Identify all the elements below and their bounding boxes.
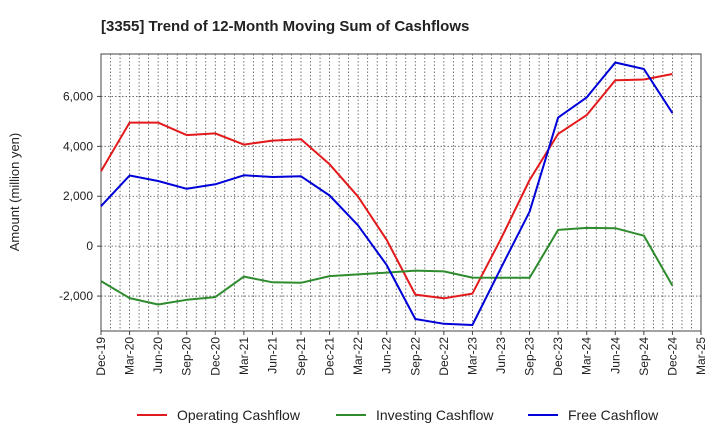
y-tick-label: 2,000 — [63, 189, 93, 203]
y-tick-label: -2,000 — [59, 289, 93, 303]
y-tick-label: 0 — [86, 239, 93, 253]
x-tick-label: Dec-22 — [437, 337, 451, 376]
grid-layer — [101, 54, 701, 331]
x-tick-label: Dec-23 — [551, 337, 565, 376]
chart-title: [3355] Trend of 12-Month Moving Sum of C… — [101, 18, 469, 35]
x-tick-label: Jun-22 — [380, 337, 394, 374]
x-axis-ticks: Dec-19 Mar-20 Jun-20 Sep-20 Dec-20 Mar-21 Jun-… — [94, 331, 708, 376]
y-tick-label: 6,000 — [63, 89, 93, 103]
x-tick-label: Mar-25 — [694, 337, 708, 375]
x-tick-label: Dec-24 — [665, 337, 679, 376]
x-tick-label: Jun-24 — [608, 337, 622, 374]
free-cashflow-line — [100, 61, 674, 326]
x-tick-label: Mar-20 — [123, 337, 137, 375]
x-tick-label: Dec-20 — [208, 337, 222, 376]
x-tick-label: Mar-22 — [351, 337, 365, 375]
legend-label-operating-cashflow: Operating Cashflow — [177, 407, 301, 423]
x-tick-label: Sep-24 — [637, 337, 651, 376]
series-layer — [100, 61, 674, 326]
x-tick-label: Sep-21 — [294, 337, 308, 376]
x-tick-label: Sep-22 — [408, 337, 422, 376]
x-tick-label: Mar-24 — [580, 337, 594, 375]
operating-cashflow-line — [100, 73, 673, 300]
x-tick-label: Sep-20 — [180, 337, 194, 376]
x-tick-label: Mar-23 — [465, 337, 479, 375]
investing-cashflow-line — [100, 226, 674, 306]
x-tick-label: Jun-23 — [494, 337, 508, 374]
plot-frame — [100, 53, 702, 332]
x-tick-label: Dec-19 — [94, 337, 108, 376]
x-tick-label: Jun-20 — [151, 337, 165, 374]
legend-label-free-cashflow: Free Cashflow — [568, 407, 659, 423]
x-tick-label: Jun-21 — [265, 337, 279, 374]
x-tick-label: Sep-23 — [523, 337, 537, 376]
y-axis-ticks: -2,000 0 2,000 4,000 6,000 — [59, 89, 101, 303]
x-tick-label: Mar-21 — [237, 337, 251, 375]
legend-label-investing-cashflow: Investing Cashflow — [376, 407, 494, 423]
y-axis-label: Amount (million yen) — [7, 133, 22, 252]
x-tick-label: Dec-21 — [323, 337, 337, 376]
legend: Operating Cashflow Investing Cashflow Free… — [137, 407, 659, 423]
y-tick-label: 4,000 — [63, 139, 93, 153]
